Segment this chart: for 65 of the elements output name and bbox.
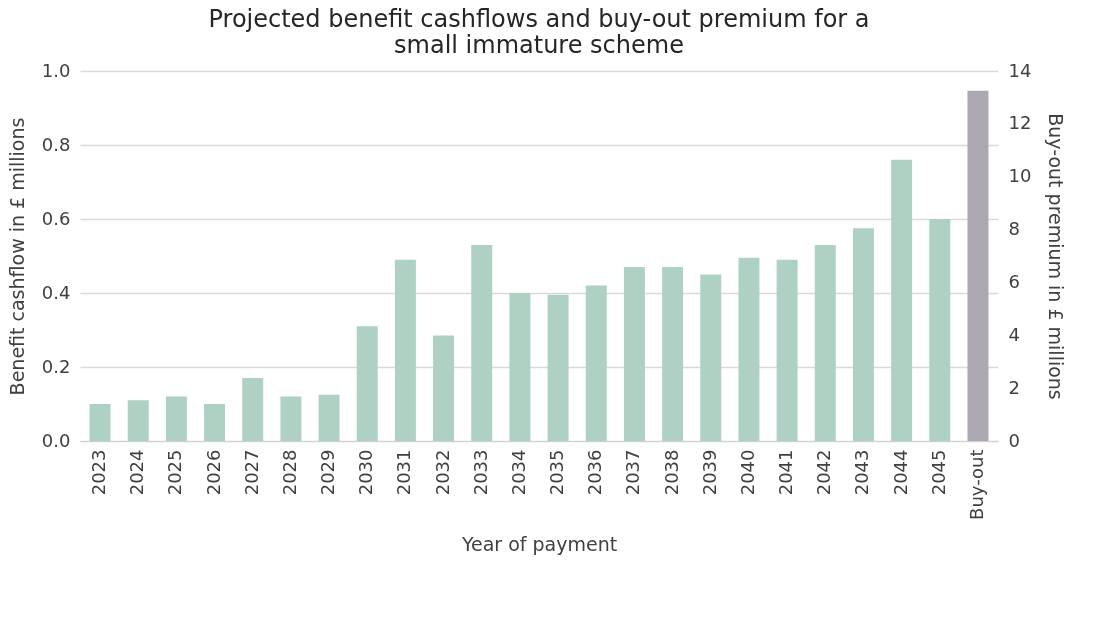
x-tick-label: 2028 [278,449,300,496]
x-tick-label: 2045 [927,449,949,496]
bar [662,267,684,441]
y-tick-label: 0.6 [41,207,71,229]
y-tick-label: 0.4 [41,281,71,303]
x-tick-label: 2023 [88,449,110,496]
bar [891,159,913,441]
x-tick-label: 2042 [813,449,835,496]
y2-tick-label: 0 [1008,429,1020,451]
x-tick-label: 2034 [507,449,529,496]
y2-tick-label: 6 [1008,270,1020,292]
y2-tick-label: 10 [1008,165,1032,187]
bar [814,244,836,441]
x-tick-label: Buy-out [965,449,987,520]
y-axis-title: Benefit cashflow in £ millions [5,117,28,396]
bar [509,293,531,441]
bar [89,404,111,441]
y-tick-label: 0.8 [41,133,71,155]
bar [776,259,798,441]
y-tick-label: 0.2 [41,355,71,377]
bar [318,394,340,441]
bar [356,326,378,441]
x-tick-label: 2033 [469,449,491,496]
x-tick-label: 2027 [240,449,262,496]
x-tick-label: 2039 [698,449,720,496]
y2-tick-label: 4 [1008,323,1020,345]
x-tick-label: 2040 [736,449,758,496]
y2-axis-title: Buy-out premium in £ millions [1045,113,1068,400]
bar [127,400,149,441]
bar [547,294,569,441]
y-tick-label: 0.0 [41,429,71,451]
bar [738,257,760,441]
x-tick-label: 2024 [126,449,148,496]
y2-tick-label: 8 [1008,218,1020,240]
y2-tick-label: 12 [1008,112,1032,134]
x-tick-label: 2032 [431,449,453,496]
bar [929,219,951,441]
x-tick-label: 2030 [355,449,377,496]
y-tick-label: 1.0 [41,59,71,81]
x-tick-label: 2041 [775,449,797,496]
bar [700,274,722,441]
bar [394,259,416,441]
bar [280,396,302,441]
x-tick-label: 2025 [164,449,186,496]
x-axis-title: Year of payment [460,532,618,555]
x-tick-label: 2026 [202,449,224,496]
bar [852,228,874,441]
x-tick-label: 2035 [546,449,568,496]
x-tick-label: 2036 [584,449,606,496]
bar [242,378,264,441]
x-tick-label: 2038 [660,449,682,496]
x-tick-label: 2044 [889,449,911,496]
x-tick-label: 2031 [393,449,415,496]
bar [433,335,455,441]
y2-tick-label: 14 [1008,59,1032,81]
chart-title: Projected benefit cashflows and buy-out premium for a small immature scheme [208,5,870,59]
bar [585,285,607,441]
bar [623,267,645,441]
bar [204,404,226,441]
x-tick-label: 2043 [851,449,873,496]
x-tick-label: 2029 [317,449,339,496]
bar [471,244,493,441]
bar [165,396,187,441]
y2-tick-label: 2 [1008,376,1020,398]
x-tick-label: 2037 [622,449,644,496]
